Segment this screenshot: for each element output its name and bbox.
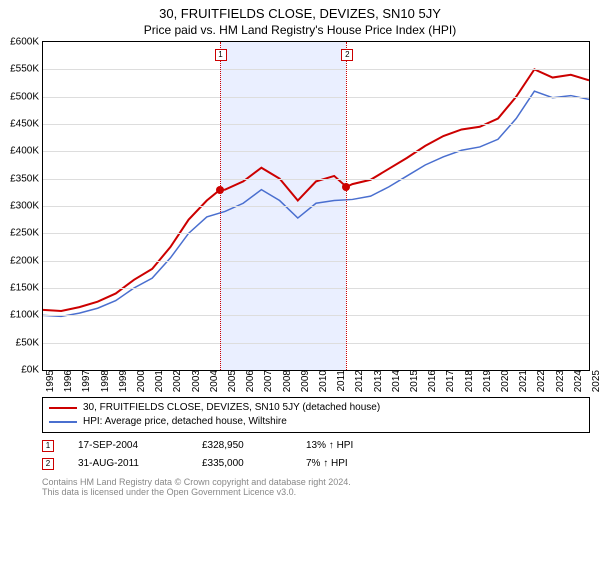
y-tick: £350K — [10, 173, 43, 184]
event-pct: 13% ↑ HPI — [306, 437, 353, 455]
y-tick: £500K — [10, 91, 43, 102]
event-date: 31-AUG-2011 — [78, 455, 178, 473]
x-tick: 2011 — [332, 370, 347, 392]
plot-region: £0K£50K£100K£150K£200K£250K£300K£350K£40… — [42, 41, 590, 371]
event-row-marker: 1 — [42, 440, 54, 452]
y-tick: £600K — [10, 37, 43, 48]
event-dot-1 — [216, 186, 224, 194]
page-subtitle: Price paid vs. HM Land Registry's House … — [0, 23, 600, 37]
x-tick: 2024 — [569, 370, 584, 392]
x-tick: 2015 — [405, 370, 420, 392]
x-tick: 2006 — [241, 370, 256, 392]
footer-line: This data is licensed under the Open Gov… — [42, 487, 590, 497]
x-tick: 2017 — [441, 370, 456, 392]
legend-row: HPI: Average price, detached house, Wilt… — [49, 415, 583, 429]
x-tick: 2008 — [278, 370, 293, 392]
x-tick: 2009 — [296, 370, 311, 392]
x-tick: 1996 — [59, 370, 74, 392]
y-tick: £150K — [10, 283, 43, 294]
legend: 30, FRUITFIELDS CLOSE, DEVIZES, SN10 5JY… — [42, 397, 590, 433]
x-tick: 2003 — [187, 370, 202, 392]
legend-swatch — [49, 407, 77, 409]
x-tick: 2022 — [532, 370, 547, 392]
x-tick: 2019 — [478, 370, 493, 392]
y-tick: £100K — [10, 310, 43, 321]
x-tick: 2002 — [168, 370, 183, 392]
x-tick: 2020 — [496, 370, 511, 392]
y-tick: £550K — [10, 64, 43, 75]
x-tick: 1998 — [96, 370, 111, 392]
y-tick: £450K — [10, 119, 43, 130]
legend-label: 30, FRUITFIELDS CLOSE, DEVIZES, SN10 5JY… — [83, 401, 380, 415]
y-tick: £250K — [10, 228, 43, 239]
x-tick: 2005 — [223, 370, 238, 392]
y-tick: £400K — [10, 146, 43, 157]
x-tick: 2013 — [369, 370, 384, 392]
event-price: £328,950 — [202, 437, 282, 455]
x-tick: 1997 — [77, 370, 92, 392]
x-tick: 2021 — [514, 370, 529, 392]
event-row-marker: 2 — [42, 458, 54, 470]
chart: £0K£50K£100K£150K£200K£250K£300K£350K£40… — [42, 41, 590, 391]
event-date: 17-SEP-2004 — [78, 437, 178, 455]
legend-swatch — [49, 421, 77, 423]
y-tick: £50K — [16, 337, 43, 348]
x-tick: 2023 — [551, 370, 566, 392]
event-pct: 7% ↑ HPI — [306, 455, 348, 473]
x-tick: 1999 — [114, 370, 129, 392]
x-tick: 2007 — [259, 370, 274, 392]
y-tick: £200K — [10, 255, 43, 266]
legend-row: 30, FRUITFIELDS CLOSE, DEVIZES, SN10 5JY… — [49, 401, 583, 415]
event-vline — [346, 42, 347, 370]
series-line — [43, 69, 589, 311]
footer-note: Contains HM Land Registry data © Crown c… — [42, 477, 590, 497]
y-tick: £0K — [21, 365, 43, 376]
footer-line: Contains HM Land Registry data © Crown c… — [42, 477, 590, 487]
event-price: £335,000 — [202, 455, 282, 473]
x-tick: 2018 — [460, 370, 475, 392]
event-marker-2: 2 — [341, 49, 353, 61]
x-tick: 2004 — [205, 370, 220, 392]
x-tick: 2016 — [423, 370, 438, 392]
x-tick: 1995 — [41, 370, 56, 392]
page-title: 30, FRUITFIELDS CLOSE, DEVIZES, SN10 5JY — [0, 6, 600, 21]
event-row: 1 17-SEP-2004 £328,950 13% ↑ HPI — [42, 437, 590, 455]
event-vline — [220, 42, 221, 370]
x-tick: 2012 — [350, 370, 365, 392]
y-tick: £300K — [10, 201, 43, 212]
x-tick: 2010 — [314, 370, 329, 392]
x-tick: 2025 — [587, 370, 600, 392]
event-row: 2 31-AUG-2011 £335,000 7% ↑ HPI — [42, 455, 590, 473]
x-tick: 2014 — [387, 370, 402, 392]
event-dot-2 — [342, 183, 350, 191]
x-tick: 2001 — [150, 370, 165, 392]
events-table: 1 17-SEP-2004 £328,950 13% ↑ HPI 2 31-AUG-201… — [42, 437, 590, 473]
event-marker-1: 1 — [215, 49, 227, 61]
x-tick: 2000 — [132, 370, 147, 392]
legend-label: HPI: Average price, detached house, Wilt… — [83, 415, 287, 429]
